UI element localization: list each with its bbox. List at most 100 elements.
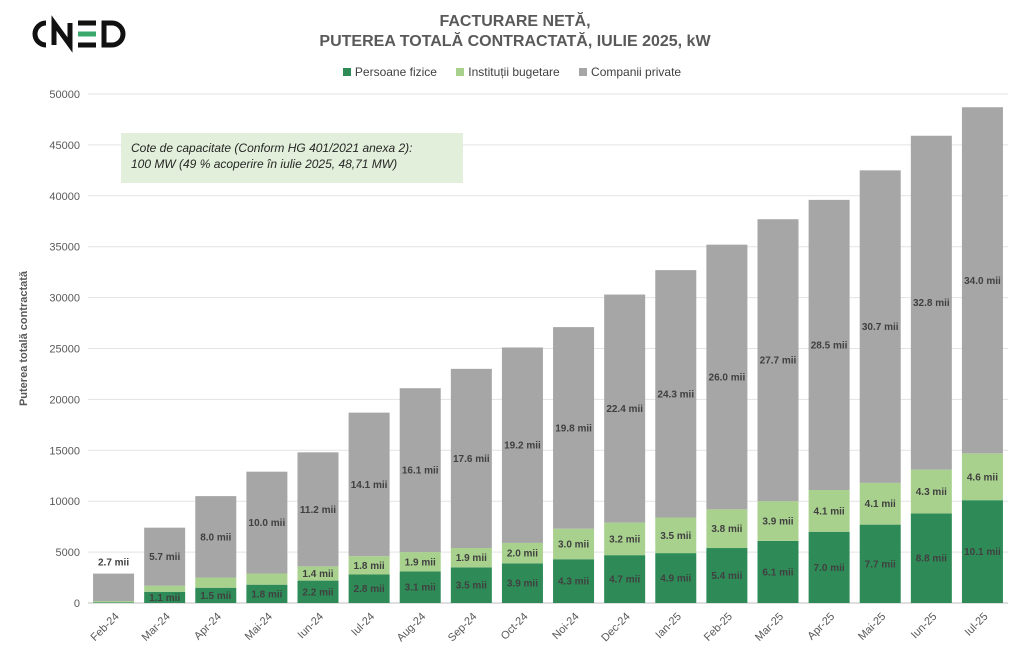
bar-segment bbox=[961, 453, 1003, 501]
bar-segment bbox=[859, 524, 901, 603]
data-label: 34.0 mii bbox=[964, 276, 1001, 287]
x-tick-label: Mar-25 bbox=[753, 611, 786, 644]
data-label: 1.4 mii bbox=[302, 569, 333, 580]
data-label: 4.1 mii bbox=[865, 499, 896, 510]
data-label: 26.0 mii bbox=[709, 373, 746, 384]
bar-segment bbox=[553, 559, 595, 603]
bar-segment bbox=[757, 219, 799, 502]
bar-segment bbox=[808, 199, 850, 491]
bar-segment bbox=[604, 522, 646, 556]
data-label: 10.0 mii bbox=[249, 518, 286, 529]
data-label: 27.7 mii bbox=[760, 356, 797, 367]
bar-segment bbox=[144, 585, 186, 592]
bar-segment bbox=[961, 107, 1003, 454]
data-label: 19.8 mii bbox=[555, 423, 592, 434]
data-label: 3.5 mii bbox=[456, 581, 487, 592]
y-tick-label: 45000 bbox=[49, 140, 80, 152]
data-label: 2.2 mii bbox=[302, 587, 333, 598]
y-axis-title: Puterea totală contractată bbox=[18, 270, 30, 406]
bar-segment bbox=[501, 563, 543, 603]
x-tick-label: Sep-24 bbox=[446, 611, 480, 645]
bar-segment bbox=[450, 368, 492, 549]
bar-segment bbox=[450, 567, 492, 603]
x-tick-label: Dec-24 bbox=[599, 611, 633, 645]
data-label: 3.9 mii bbox=[507, 579, 538, 590]
data-label: 24.3 mii bbox=[657, 389, 694, 400]
bar-segment bbox=[195, 496, 237, 578]
bar-segment bbox=[93, 602, 135, 603]
bar-segment bbox=[399, 388, 441, 553]
chart-title-line1: FACTURARE NETĂ, bbox=[439, 13, 591, 30]
y-tick-label: 0 bbox=[74, 598, 80, 610]
data-label: 3.9 mii bbox=[762, 517, 793, 528]
bar-segment bbox=[910, 513, 952, 603]
data-label: 8.8 mii bbox=[916, 554, 947, 565]
y-tick-label: 35000 bbox=[49, 242, 80, 254]
x-tick-label: Iul-25 bbox=[963, 611, 991, 639]
bar-segment bbox=[144, 591, 186, 603]
data-label: 4.1 mii bbox=[814, 506, 845, 517]
bar-segment bbox=[246, 471, 288, 574]
legend-swatch-persoane bbox=[342, 68, 351, 76]
data-label: 3.1 mii bbox=[405, 583, 436, 594]
bar-segment bbox=[297, 566, 339, 581]
bar-segment bbox=[910, 469, 952, 514]
y-tick-label: 15000 bbox=[49, 445, 80, 457]
data-label: 1.9 mii bbox=[456, 553, 487, 564]
legend-swatch-companii bbox=[579, 68, 588, 76]
bar-segment bbox=[910, 135, 952, 470]
data-label: 2.7 mii bbox=[98, 558, 129, 569]
data-label: 32.8 mii bbox=[913, 298, 950, 309]
bar-segment bbox=[604, 555, 646, 603]
data-label: 1.9 mii bbox=[405, 557, 436, 568]
data-label: 28.5 mii bbox=[811, 340, 848, 351]
bar-segment bbox=[93, 601, 135, 603]
note-line1: Cote de capacitate (Conform HG 401/2021 … bbox=[131, 141, 413, 155]
legend-swatch-institutii bbox=[456, 68, 465, 76]
x-tick-label: Ian-25 bbox=[653, 611, 684, 642]
x-tick-label: Oct-24 bbox=[499, 611, 531, 643]
bar-segment bbox=[553, 327, 595, 529]
bar-segment bbox=[348, 412, 390, 557]
chart-title-line2: PUTEREA TOTALĂ CONTRACTATĂ, IULIE 2025, … bbox=[319, 33, 711, 50]
y-tick-label: 50000 bbox=[49, 89, 80, 101]
note-line2: 100 MW (49 % acoperire în iulie 2025, 48… bbox=[131, 157, 398, 171]
bar-segment bbox=[297, 452, 339, 567]
x-tick-label: Aug-24 bbox=[395, 611, 429, 645]
cned-logo bbox=[20, 14, 130, 54]
legend-item-institutii: Instituții bugetare bbox=[456, 65, 560, 79]
legend-item-persoane: Persoane fizice bbox=[342, 65, 437, 79]
bar-segment bbox=[195, 577, 237, 588]
bar-segment bbox=[144, 527, 186, 586]
bar-segment bbox=[553, 528, 595, 560]
data-label: 1.1 mii bbox=[149, 593, 180, 604]
bar-segment bbox=[808, 531, 850, 603]
y-tick-label: 5000 bbox=[56, 547, 80, 559]
data-label: 1.8 mii bbox=[354, 561, 385, 572]
data-label: 16.1 mii bbox=[402, 466, 439, 477]
chart-legend: Persoane fizice Instituții bugetare Comp… bbox=[0, 65, 1024, 79]
data-label: 1.5 mii bbox=[200, 591, 231, 602]
data-label: 2.8 mii bbox=[354, 584, 385, 595]
bar-segment bbox=[808, 490, 850, 532]
x-tick-label: Noi-24 bbox=[550, 611, 581, 642]
y-tick-label: 20000 bbox=[49, 394, 80, 406]
x-tick-label: Mar-24 bbox=[140, 611, 173, 644]
x-tick-label: Apr-25 bbox=[805, 611, 837, 643]
bar-segment bbox=[501, 542, 543, 564]
data-label: 3.8 mii bbox=[711, 524, 742, 535]
bar-segment bbox=[501, 347, 543, 543]
y-tick-label: 30000 bbox=[49, 293, 80, 305]
x-tick-label: Iul-24 bbox=[349, 611, 377, 639]
bar-segment bbox=[604, 294, 646, 523]
data-label: 4.6 mii bbox=[967, 472, 998, 483]
data-label: 7.0 mii bbox=[814, 563, 845, 574]
bar-segment bbox=[859, 482, 901, 525]
bar-segment bbox=[399, 571, 441, 603]
bar-segment bbox=[348, 556, 390, 575]
data-label: 8.0 mii bbox=[200, 532, 231, 543]
data-label: 3.5 mii bbox=[660, 531, 691, 542]
data-label: 1.8 mii bbox=[251, 589, 282, 600]
data-label: 4.3 mii bbox=[916, 487, 947, 498]
